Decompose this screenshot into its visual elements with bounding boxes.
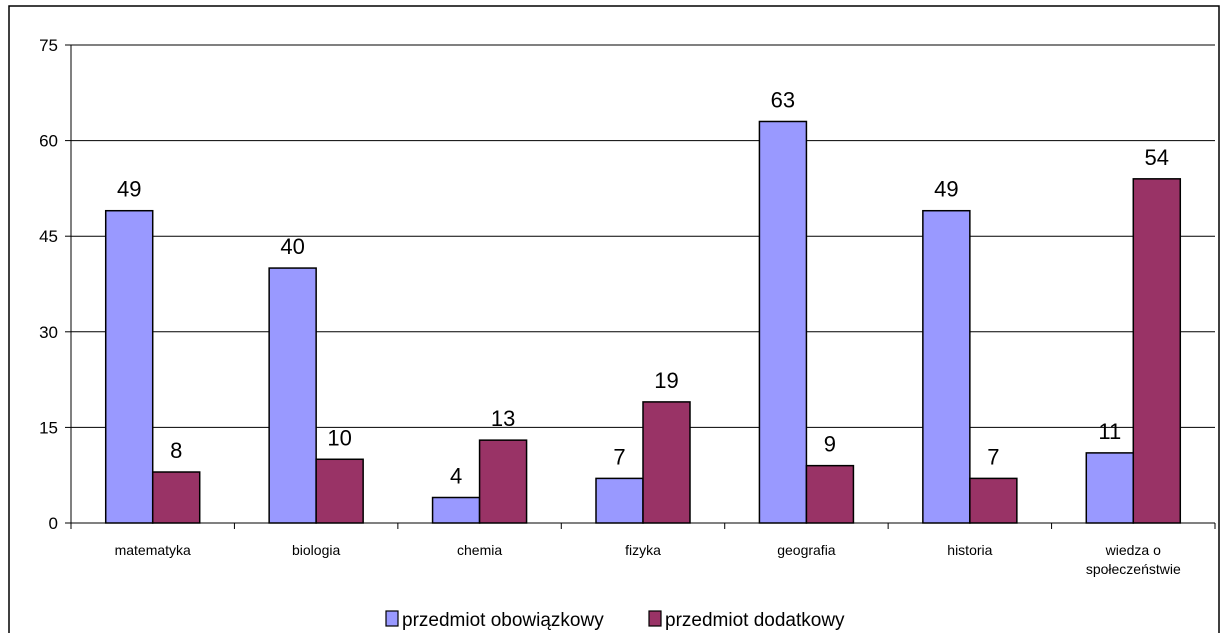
bar xyxy=(922,209,971,524)
bar xyxy=(431,496,481,524)
data-label: 13 xyxy=(491,406,515,431)
data-label: 10 xyxy=(327,425,351,450)
bar xyxy=(315,458,364,524)
data-label: 49 xyxy=(934,177,958,202)
y-tick-label: 30 xyxy=(39,323,58,342)
bar xyxy=(1085,452,1135,524)
y-tick-label: 60 xyxy=(39,132,58,151)
legend-label: przedmiot obowiązkowy xyxy=(402,610,604,631)
x-tick-label: chemia xyxy=(457,542,502,558)
bar xyxy=(478,439,528,524)
bar xyxy=(151,471,201,524)
legend-swatch xyxy=(385,610,399,627)
data-label: 54 xyxy=(1145,145,1169,170)
x-tick-label: wiedza o xyxy=(1105,542,1161,558)
bar xyxy=(805,464,855,524)
data-label: 7 xyxy=(613,444,625,469)
bar xyxy=(969,477,1018,524)
axes: 0 15 30 45 60 75 matematyka biologia chemia fizyk… xyxy=(39,36,1216,577)
data-label: 40 xyxy=(280,234,304,259)
x-tick-label: geografia xyxy=(777,542,836,558)
data-label: 4 xyxy=(450,464,462,489)
y-tick-label: 15 xyxy=(39,418,58,437)
data-label: 8 xyxy=(170,438,182,463)
chart-frame xyxy=(8,5,1220,633)
legend-label: przedmiot dodatkowy xyxy=(665,610,845,631)
x-tick-label: społeczeństwie xyxy=(1086,561,1181,577)
x-tick-label: fizyka xyxy=(625,542,661,558)
bar xyxy=(268,267,317,524)
legend-swatch xyxy=(648,610,662,627)
data-label: 63 xyxy=(771,87,795,112)
bar xyxy=(1132,178,1182,524)
bar xyxy=(595,477,644,524)
x-tick-label: historia xyxy=(947,542,992,558)
y-tick-label: 75 xyxy=(39,36,58,55)
gridlines xyxy=(71,44,1215,428)
bar xyxy=(104,209,154,524)
data-label: 7 xyxy=(987,444,999,469)
data-labels: 49 8 40 10 4 13 7 19 63 9 49 7 11 54 xyxy=(117,87,1169,488)
x-tick-label: matematyka xyxy=(115,542,191,558)
data-label: 19 xyxy=(654,368,678,393)
data-label: 9 xyxy=(824,432,836,457)
legend: przedmiot obowiązkowy przedmiot dodatkowy xyxy=(385,610,845,631)
bars xyxy=(104,120,1182,524)
y-tick-label: 0 xyxy=(49,514,58,533)
bar xyxy=(642,401,691,524)
y-tick-label: 45 xyxy=(39,227,58,246)
bar xyxy=(758,120,808,524)
x-tick-label: biologia xyxy=(292,542,340,558)
data-label: 11 xyxy=(1098,419,1121,444)
data-label: 49 xyxy=(117,177,141,202)
